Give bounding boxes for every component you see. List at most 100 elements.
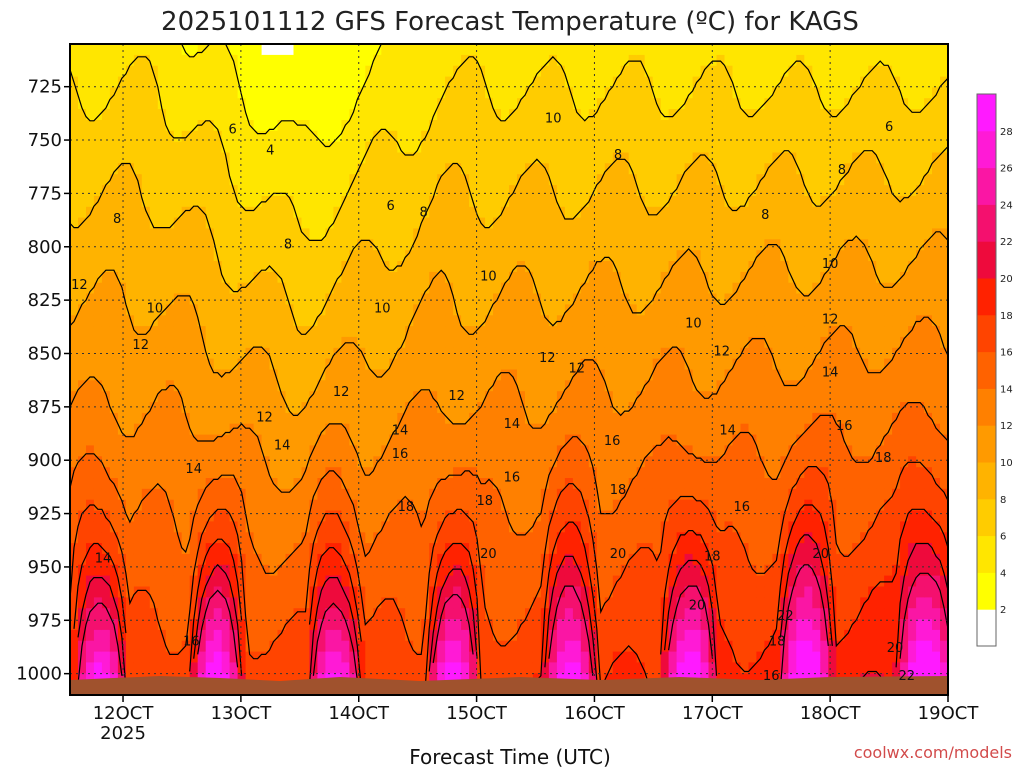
temperature-cell <box>205 271 215 284</box>
temperature-cell <box>445 651 454 664</box>
temperature-cell <box>173 120 183 132</box>
temperature-cell <box>604 326 614 338</box>
temperature-cell <box>213 467 223 479</box>
temperature-cell <box>357 261 366 273</box>
temperature-cell <box>86 120 95 132</box>
temperature-cell <box>628 445 638 457</box>
temperature-cell <box>453 76 462 89</box>
temperature-cell <box>413 206 422 219</box>
temperature-cell <box>700 347 710 360</box>
temperature-cell <box>405 586 414 598</box>
temperature-cell <box>293 369 303 381</box>
temperature-cell <box>181 76 191 89</box>
temperature-cell <box>532 553 542 566</box>
temperature-cell <box>221 608 231 620</box>
temperature-cell <box>724 445 734 457</box>
temperature-cell <box>333 174 342 186</box>
temperature-cell <box>453 402 462 414</box>
temperature-cell <box>405 261 414 273</box>
temperature-cell <box>125 380 135 392</box>
temperature-cell <box>317 586 326 598</box>
temperature-cell <box>429 488 438 501</box>
temperature-cell <box>381 369 390 381</box>
temperature-cell <box>612 217 622 229</box>
temperature-cell <box>525 76 534 89</box>
temperature-cell <box>620 54 630 67</box>
temperature-cell <box>165 141 175 154</box>
temperature-cell <box>365 412 374 425</box>
temperature-cell <box>261 510 271 522</box>
temperature-cell <box>109 412 119 425</box>
temperature-cell <box>724 369 734 381</box>
temperature-cell <box>397 499 406 512</box>
temperature-cell <box>668 640 678 653</box>
temperature-cell <box>532 152 542 164</box>
temperature-cell <box>493 651 502 664</box>
temperature-cell <box>381 499 390 512</box>
temperature-cell <box>700 336 710 349</box>
temperature-cell <box>604 228 614 240</box>
temperature-cell <box>269 445 279 457</box>
temperature-cell <box>644 564 654 577</box>
temperature-cell <box>477 195 486 208</box>
temperature-cell <box>700 510 710 522</box>
temperature-cell <box>181 54 191 67</box>
temperature-cell <box>197 293 207 305</box>
temperature-cell <box>493 44 502 56</box>
temperature-cell <box>684 185 694 197</box>
temperature-cell <box>564 597 574 609</box>
temperature-cell <box>564 369 574 381</box>
temperature-cell <box>157 478 167 490</box>
temperature-cell <box>692 250 702 262</box>
temperature-cell <box>141 120 151 132</box>
temperature-cell <box>564 152 574 164</box>
temperature-cell <box>213 206 223 219</box>
temperature-cell <box>588 673 598 685</box>
temperature-cell <box>333 87 342 99</box>
temperature-cell <box>397 434 406 446</box>
temperature-cell <box>165 228 175 240</box>
temperature-cell <box>692 380 702 392</box>
temperature-cell <box>157 369 167 381</box>
temperature-cell <box>556 402 566 414</box>
temperature-cell <box>628 239 638 251</box>
temperature-cell <box>357 336 366 349</box>
temperature-cell <box>461 488 470 501</box>
temperature-cell <box>373 120 382 132</box>
temperature-cell <box>397 261 406 273</box>
temperature-cell <box>309 402 319 414</box>
temperature-cell <box>109 250 119 262</box>
temperature-cell <box>109 662 119 674</box>
temperature-cell <box>149 141 159 154</box>
temperature-cell <box>181 239 191 251</box>
temperature-cell <box>708 315 718 327</box>
temperature-cell <box>660 358 670 371</box>
temperature-cell <box>445 315 454 327</box>
temperature-cell <box>117 347 127 360</box>
temperature-cell <box>165 336 175 349</box>
temperature-cell <box>349 553 358 566</box>
temperature-cell <box>253 98 263 110</box>
temperature-cell <box>612 141 622 154</box>
temperature-cell <box>245 239 255 251</box>
temperature-cell <box>221 467 231 479</box>
temperature-cell <box>237 412 247 425</box>
temperature-cell <box>317 87 326 99</box>
temperature-cell <box>285 662 295 674</box>
temperature-cell <box>253 553 263 566</box>
temperature-cell <box>660 402 670 414</box>
temperature-cell <box>309 358 319 371</box>
temperature-cell <box>660 369 670 381</box>
temperature-cell <box>253 586 263 598</box>
temperature-cell <box>333 532 342 544</box>
temperature-cell <box>724 304 734 316</box>
temperature-cell <box>117 662 127 674</box>
temperature-cell <box>349 87 358 99</box>
temperature-cell <box>469 412 478 425</box>
temperature-cell <box>357 640 366 653</box>
temperature-cell <box>429 44 438 56</box>
temperature-cell <box>461 402 470 414</box>
temperature-cell <box>269 239 279 251</box>
temperature-cell <box>381 326 390 338</box>
temperature-cell <box>660 228 670 240</box>
